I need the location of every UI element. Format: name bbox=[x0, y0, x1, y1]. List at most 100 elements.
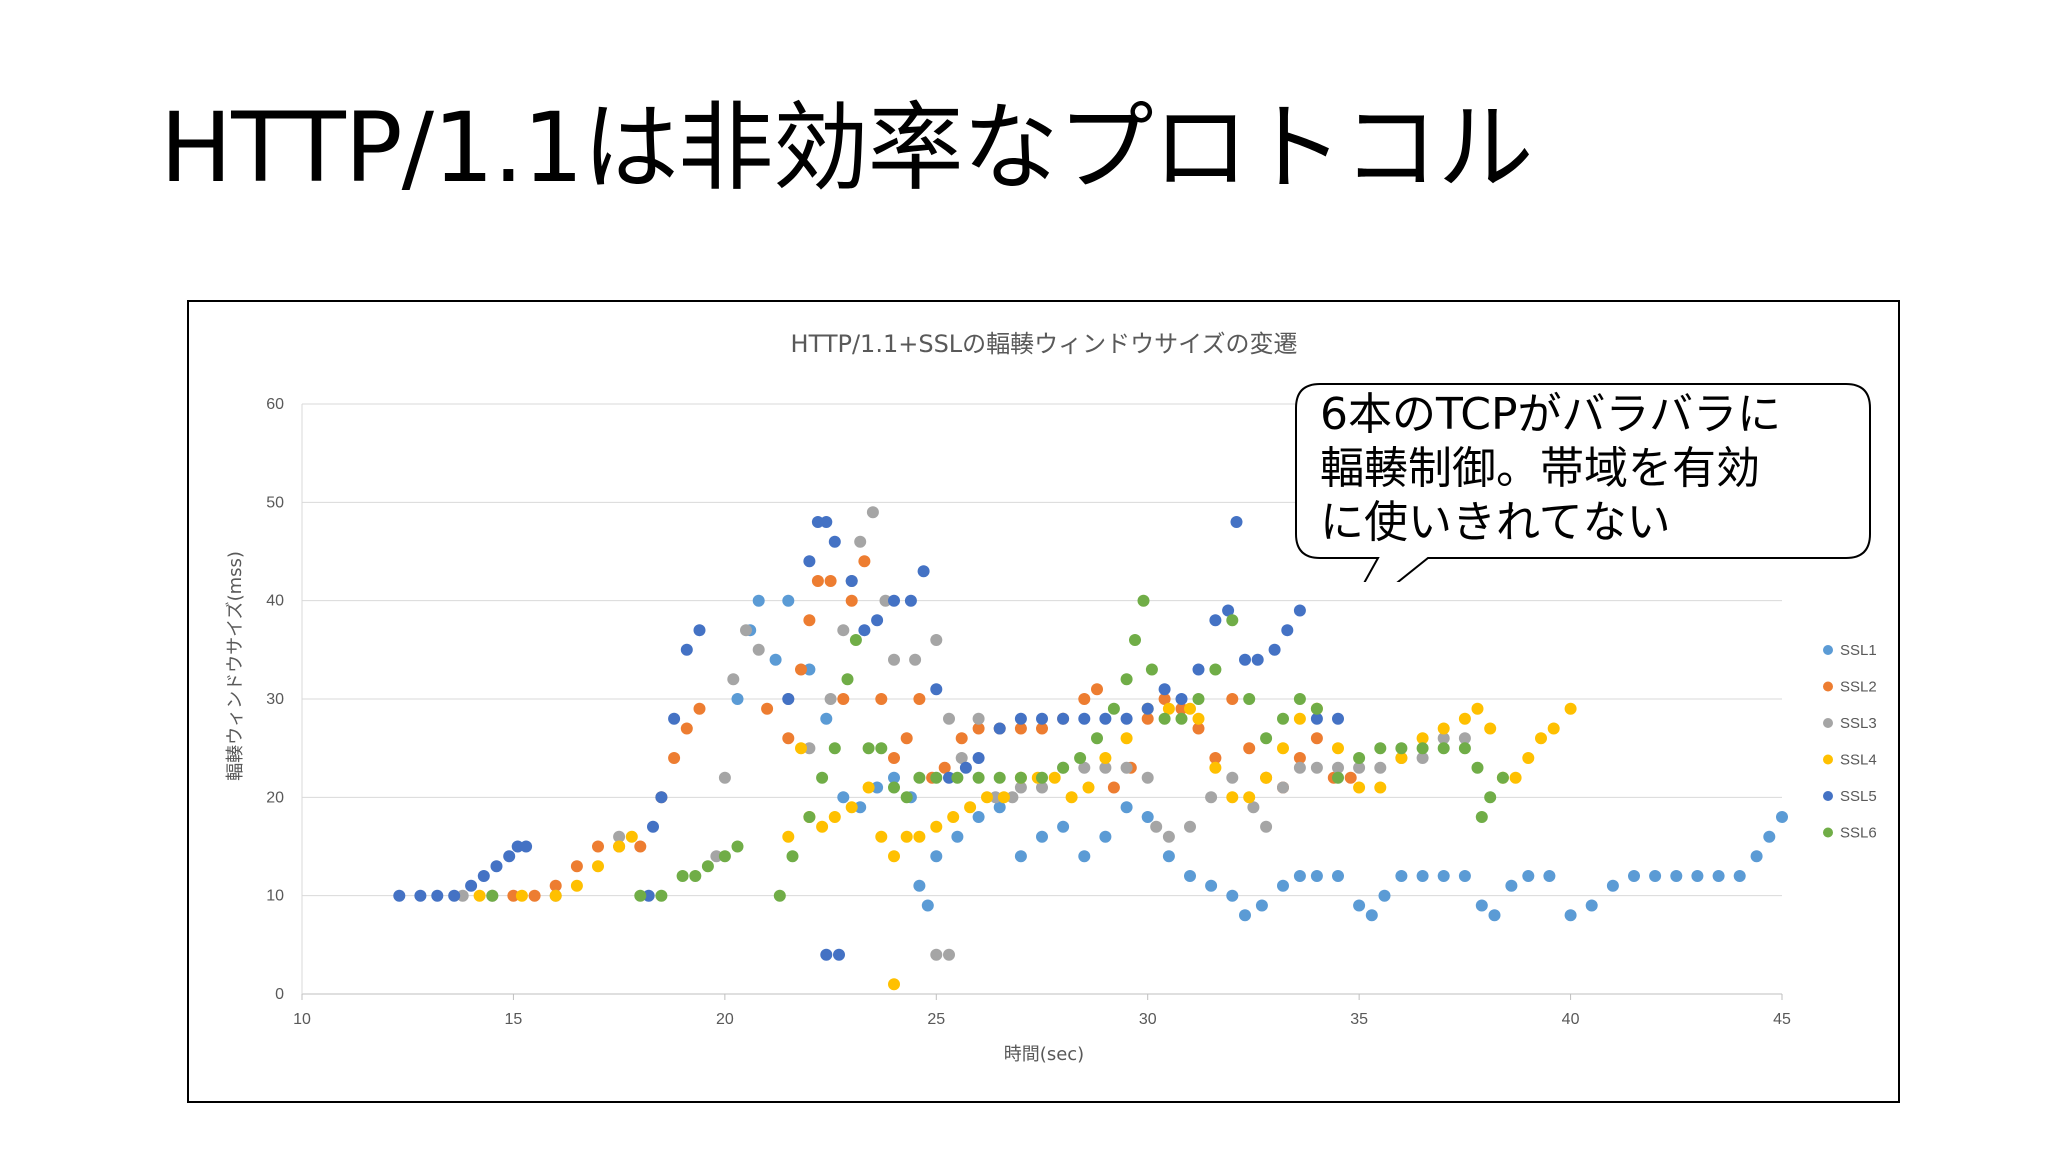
legend-label: SSL1 bbox=[1840, 642, 1877, 659]
data-point bbox=[900, 732, 913, 745]
data-point bbox=[862, 742, 875, 755]
data-point bbox=[1158, 712, 1171, 725]
data-point bbox=[1226, 889, 1239, 902]
data-point bbox=[1293, 870, 1306, 882]
data-point bbox=[782, 693, 795, 705]
data-point bbox=[1310, 702, 1323, 715]
legend-label: SSL4 bbox=[1840, 752, 1877, 769]
data-point bbox=[1458, 742, 1471, 755]
data-point bbox=[888, 653, 900, 666]
data-point bbox=[1293, 693, 1306, 705]
data-point bbox=[824, 575, 837, 587]
data-point bbox=[1226, 771, 1239, 784]
data-point bbox=[1006, 791, 1019, 804]
data-point bbox=[828, 811, 841, 823]
data-point bbox=[689, 870, 702, 882]
data-point bbox=[1120, 761, 1133, 774]
data-point bbox=[1141, 702, 1154, 715]
data-point bbox=[1281, 624, 1294, 637]
data-point bbox=[1074, 752, 1087, 764]
data-point bbox=[414, 889, 427, 902]
data-point bbox=[1416, 742, 1429, 755]
data-point bbox=[1120, 732, 1133, 745]
data-point bbox=[486, 889, 499, 902]
data-point bbox=[1649, 870, 1662, 882]
data-point bbox=[1205, 879, 1218, 892]
data-point bbox=[795, 742, 807, 755]
data-point bbox=[490, 860, 503, 873]
data-point bbox=[888, 752, 900, 764]
data-point bbox=[1277, 742, 1289, 755]
data-point bbox=[1243, 742, 1256, 755]
data-point bbox=[740, 624, 752, 637]
data-point bbox=[972, 771, 985, 784]
data-point bbox=[875, 693, 888, 705]
data-point bbox=[1260, 732, 1273, 745]
data-point bbox=[828, 535, 841, 548]
data-point bbox=[1458, 870, 1471, 882]
y-axis-ticks: 0 10 20 30 40 50 60 bbox=[266, 396, 284, 1003]
legend-label: SSL3 bbox=[1840, 715, 1877, 732]
data-point bbox=[693, 624, 706, 637]
data-point bbox=[938, 761, 951, 774]
data-point bbox=[473, 889, 486, 902]
data-point bbox=[921, 899, 934, 912]
data-point bbox=[1247, 801, 1260, 814]
x-tick-label: 10 bbox=[293, 1011, 311, 1028]
data-point bbox=[959, 761, 972, 774]
data-point bbox=[913, 771, 926, 784]
data-point bbox=[1120, 673, 1133, 686]
data-point bbox=[1014, 781, 1027, 794]
data-point bbox=[904, 594, 917, 607]
data-point bbox=[820, 712, 833, 725]
data-point bbox=[1243, 693, 1256, 705]
data-point bbox=[761, 702, 774, 715]
legend-marker bbox=[1823, 718, 1833, 728]
chart-legend: SSL1 SSL2 SSL3 SSL4 SSL5 SSL6 bbox=[1823, 642, 1877, 842]
data-point bbox=[981, 791, 993, 804]
data-point bbox=[613, 830, 626, 843]
data-point bbox=[1310, 761, 1323, 774]
data-point bbox=[930, 850, 943, 863]
data-point bbox=[634, 840, 647, 853]
slide-title: HTTP/1.1は非効率なプロトコル bbox=[160, 92, 1534, 204]
legend-label: SSL6 bbox=[1840, 825, 1877, 842]
data-point bbox=[515, 889, 528, 902]
data-point bbox=[1162, 850, 1175, 863]
data-point bbox=[1277, 879, 1289, 892]
data-point bbox=[1158, 683, 1171, 696]
data-point bbox=[625, 830, 638, 843]
data-point bbox=[845, 594, 858, 607]
data-point bbox=[503, 850, 516, 863]
data-point bbox=[879, 594, 892, 607]
data-point bbox=[1120, 712, 1133, 725]
data-point bbox=[866, 506, 879, 519]
data-point bbox=[731, 840, 744, 853]
data-point bbox=[1099, 761, 1112, 774]
data-point bbox=[1374, 761, 1387, 774]
data-point bbox=[1036, 771, 1048, 784]
data-point bbox=[752, 594, 765, 607]
data-point bbox=[680, 722, 693, 735]
data-point bbox=[875, 742, 888, 755]
data-point bbox=[1158, 693, 1171, 705]
data-point bbox=[820, 948, 833, 961]
legend-marker bbox=[1823, 681, 1833, 692]
data-point bbox=[1484, 791, 1497, 804]
data-point bbox=[718, 771, 731, 784]
data-point bbox=[456, 889, 469, 902]
data-point bbox=[1036, 781, 1048, 794]
data-point bbox=[1488, 909, 1501, 922]
data-point bbox=[951, 771, 964, 784]
data-point bbox=[1353, 781, 1366, 794]
data-point bbox=[1374, 742, 1387, 755]
x-tick-label: 40 bbox=[1562, 1011, 1580, 1028]
data-point bbox=[528, 889, 541, 902]
data-point bbox=[1150, 820, 1163, 833]
data-point bbox=[1471, 702, 1484, 715]
data-point bbox=[1509, 771, 1522, 784]
data-point bbox=[1416, 752, 1429, 764]
data-point bbox=[1078, 693, 1091, 705]
data-point bbox=[955, 752, 968, 764]
series-ssl5 bbox=[393, 516, 1344, 961]
